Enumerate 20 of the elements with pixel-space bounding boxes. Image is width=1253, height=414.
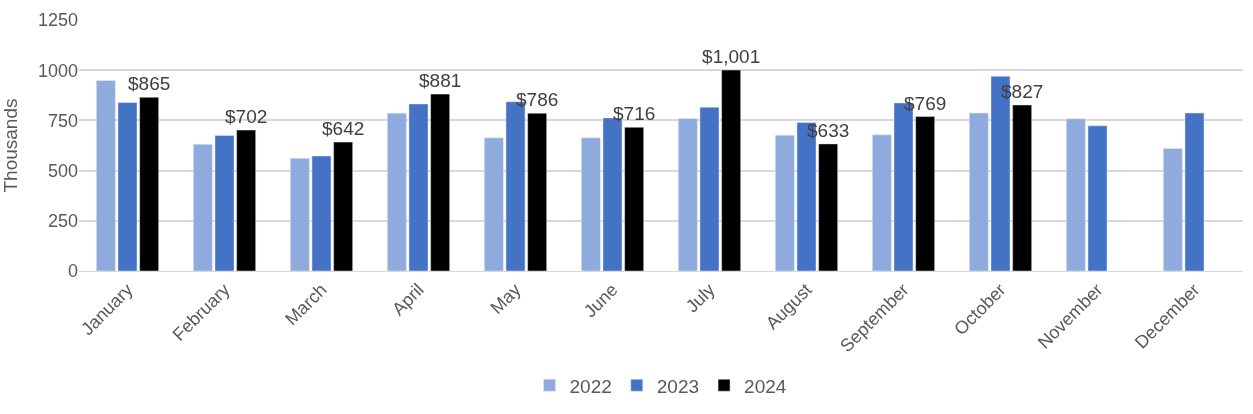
y-axis-title: Thousands bbox=[0, 98, 21, 193]
y-tick-label: 500 bbox=[47, 160, 78, 181]
legend-label: 2022 bbox=[569, 375, 612, 397]
y-tick-label: 0 bbox=[67, 261, 78, 282]
data-label: $769 bbox=[904, 92, 947, 114]
y-tick-label: 1250 bbox=[37, 10, 78, 31]
x-tick-label: May bbox=[486, 279, 525, 318]
legend-label: 2024 bbox=[744, 375, 787, 397]
y-tick-label: 1000 bbox=[37, 60, 78, 81]
y-tick-label: 750 bbox=[47, 110, 78, 131]
data-label: $642 bbox=[322, 118, 365, 140]
data-label: $1,001 bbox=[702, 46, 761, 67]
x-tick-label: July bbox=[681, 279, 719, 317]
data-label: $716 bbox=[613, 103, 656, 125]
data-label: $865 bbox=[128, 73, 171, 95]
data-label: $881 bbox=[419, 70, 462, 92]
data-label: $702 bbox=[225, 106, 268, 128]
data-label: $786 bbox=[516, 89, 559, 111]
legend-label: 2023 bbox=[656, 375, 700, 397]
y-tick-label: 250 bbox=[47, 211, 78, 232]
